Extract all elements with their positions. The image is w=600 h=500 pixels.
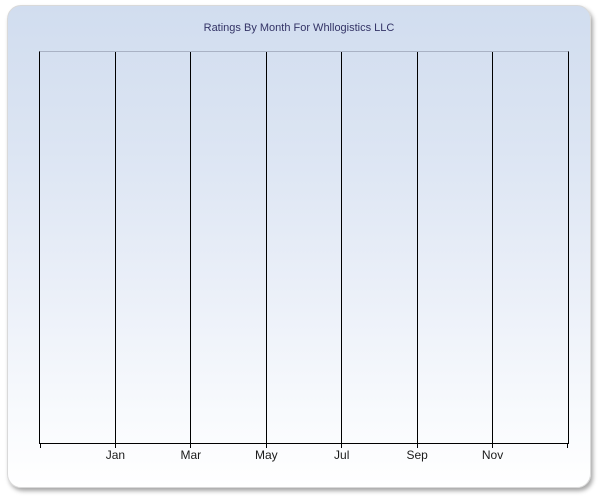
gridline	[341, 52, 343, 443]
axis-tick	[40, 443, 41, 448]
gridline	[416, 52, 418, 443]
x-axis-label: Jul	[334, 448, 350, 462]
gridline	[265, 52, 267, 443]
axis-tick	[416, 443, 418, 448]
axis-tick	[190, 443, 192, 448]
chart-title: Ratings By Month For Whllogistics LLC	[203, 22, 395, 34]
gridline	[114, 52, 116, 443]
axis-tick	[341, 443, 343, 448]
axis-tick	[567, 443, 568, 448]
x-axis-label: Mar	[180, 448, 202, 462]
chart-panel: Ratings By Month For Whllogistics LLC Ja…	[7, 5, 591, 488]
gridline	[190, 52, 192, 443]
gridline	[492, 52, 494, 443]
axis-tick	[492, 443, 494, 448]
x-axis-label: May	[254, 448, 278, 462]
axis-tick	[114, 443, 116, 448]
axis-tick	[265, 443, 267, 448]
x-axis-label: Sep	[406, 448, 428, 462]
x-axis-label: Nov	[481, 448, 504, 462]
plot-area: Jan Mar May Jul Sep Nov	[39, 51, 569, 462]
x-axis-label: Jan	[105, 448, 126, 462]
